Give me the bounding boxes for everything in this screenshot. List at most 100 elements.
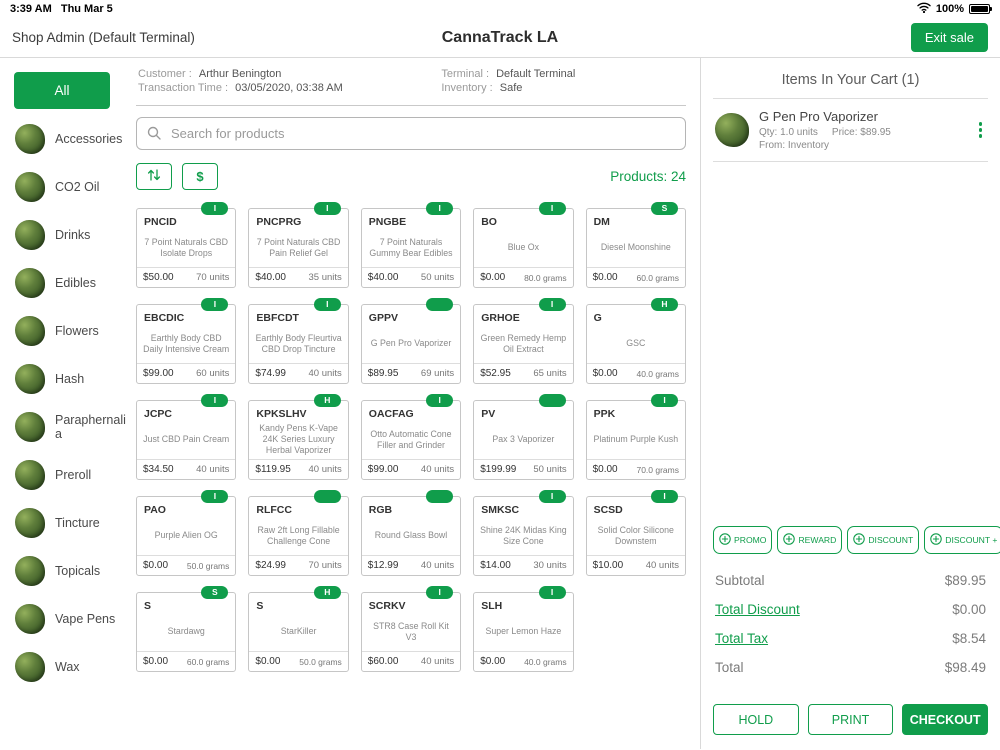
product-card-footer: $199.99 50 units [474,459,573,479]
product-card[interactable]: I EBCDIC Earthly Body CBD Daily Intensiv… [136,298,237,384]
sidebar-category-item[interactable]: Vape Pens [0,595,130,643]
product-card[interactable]: I JCPC Just CBD Pain Cream $34.50 40 uni… [136,394,237,480]
status-bar: 3:39 AM Thu Mar 5 100% [0,0,1000,18]
discount-plus-button[interactable]: DISCOUNT + [924,526,1000,554]
discount-button[interactable]: DISCOUNT [847,526,920,554]
cart-totals: Subtotal $89.95 Total Discount $0.00 Tot… [713,566,988,682]
hold-button[interactable]: HOLD [713,704,799,735]
category-label: Edibles [55,275,96,290]
product-card[interactable]: I OACFAG Otto Automatic Cone Filler and … [360,394,462,480]
product-price: $89.95 [367,368,399,379]
product-card[interactable]: H G GSC $0.00 40.0 grams [585,298,686,384]
product-card[interactable]: I SMKSC Shine 24K Midas King Size Cone $… [473,490,574,576]
product-name: Pax 3 Vaporizer [492,434,555,444]
product-code: GRHOE [481,312,520,324]
product-price: $199.99 [480,464,517,475]
total-discount-link[interactable]: Total Discount [715,602,800,617]
product-card[interactable]: RGB Round Glass Bowl $12.99 40 units [360,490,462,576]
product-name: Earthly Body CBD Daily Intensive Cream [143,332,230,354]
product-name: G Pen Pro Vaporizer [370,338,452,348]
exit-sale-button[interactable]: Exit sale [910,23,988,52]
product-code: BO [481,216,497,228]
cart-item-menu-icon[interactable] [975,118,987,142]
product-card[interactable]: I GRHOE Green Remedy Hemp Oil Extract $5… [473,298,574,384]
products-count: Products: 24 [610,169,686,184]
product-price: $0.00 [592,464,618,475]
cart-item-qty: Qty: 1.0 units [759,127,818,138]
product-card[interactable]: I EBFCDT Earthly Body Fleurtiva CBD Drop… [248,298,349,384]
product-price: $12.99 [367,560,399,571]
product-price: $0.00 [255,656,281,667]
product-card-footer: $40.00 50 units [361,267,461,287]
cannabis-bud-icon [15,220,45,250]
product-card[interactable]: I BO Blue Ox $0.00 80.0 grams [473,202,574,288]
sidebar-category-item[interactable]: Preroll [0,451,130,499]
product-card[interactable]: I SCRKV STR8 Case Roll Kit V3 $60.00 40 … [360,586,462,672]
inventory-badge: I [426,586,454,599]
cart-item[interactable]: G Pen Pro Vaporizer Qty: 1.0 units Price… [713,99,988,162]
cannabis-bud-icon [15,268,45,298]
product-card[interactable]: I PNGBE 7 Point Naturals Gummy Bear Edib… [360,202,462,288]
sidebar-category-item[interactable]: Edibles [0,259,130,307]
product-card[interactable]: I SLH Super Lemon Haze $0.00 40.0 grams [473,586,574,672]
product-card[interactable]: H KPKSLHV Kandy Pens K-Vape 24K Series L… [248,394,349,480]
product-card[interactable]: I SCSD Solid Color Silicone Downstem $10… [585,490,686,576]
checkout-button[interactable]: CHECKOUT [902,704,989,735]
sort-button[interactable] [136,163,172,190]
product-quantity: 40 units [420,464,455,475]
sidebar-category-item[interactable]: Drinks [0,211,130,259]
print-button[interactable]: PRINT [807,704,894,735]
product-card-footer: $119.95 40 units [249,459,348,479]
product-price: $74.99 [255,368,286,379]
total-tax-link[interactable]: Total Tax [715,631,769,646]
reward-button[interactable]: REWARD [777,526,843,554]
product-code: PV [481,408,496,420]
cart-item-name: G Pen Pro Vaporizer [759,109,878,124]
product-card[interactable]: I PNCID 7 Point Naturals CBD Isolate Dro… [136,202,237,288]
category-label: Paraphernalia [55,412,126,441]
product-card[interactable]: GPPV G Pen Pro Vaporizer $89.95 69 units [360,298,462,384]
up-down-arrows-icon [147,168,161,185]
status-right: 100% [917,2,992,16]
category-list: Accessories CO2 Oil Drinks Edibles Flowe… [0,115,130,691]
product-quantity: 65 units [533,368,567,379]
sidebar-category-item[interactable]: Flowers [0,307,130,355]
sidebar-category-item[interactable]: Accessories [0,115,130,163]
price-filter-button[interactable]: $ [182,163,218,190]
product-code: SLH [481,600,503,612]
sidebar-category-item[interactable]: CO2 Oil [0,163,130,211]
inventory-badge: I [538,202,566,215]
product-name: Super Lemon Haze [485,626,562,636]
product-card[interactable]: PV Pax 3 Vaporizer $199.99 50 units [473,394,574,480]
sidebar-category-item[interactable]: Paraphernalia [0,403,130,451]
inventory-badge: S [651,202,678,215]
product-price: $40.00 [255,272,286,283]
sidebar-category-item[interactable]: Hash [0,355,130,403]
product-card[interactable]: H S StarKiller $0.00 50.0 grams [248,586,349,672]
category-all-button[interactable]: All [14,72,110,109]
product-card[interactable]: I PAO Purple Alien OG $0.00 50.0 grams [136,490,237,576]
product-card[interactable]: RLFCC Raw 2ft Long Fillable Challenge Co… [248,490,349,576]
inventory-badge [426,298,454,311]
product-grid: I PNCID 7 Point Naturals CBD Isolate Dro… [136,202,686,672]
product-card[interactable]: S S Stardawg $0.00 60.0 grams [136,586,237,672]
product-card[interactable]: S DM Diesel Moonshine $0.00 60.0 grams [585,202,686,288]
app-header: Shop Admin (Default Terminal) CannaTrack… [0,18,1000,58]
sidebar-category-item[interactable]: Tincture [0,499,130,547]
product-code: G [593,312,602,324]
product-card-footer: $74.99 40 units [249,363,348,383]
search-input[interactable] [136,117,686,150]
cart-title: Items In Your Cart (1) [713,58,988,99]
product-name: GSC [626,338,646,348]
promo-button[interactable]: PROMO [713,526,773,554]
product-card[interactable]: I PNCPRG 7 Point Naturals CBD Pain Relie… [248,202,349,288]
product-card[interactable]: I PPK Platinum Purple Kush $0.00 70.0 gr… [585,394,686,480]
sidebar-category-item[interactable]: Wax [0,643,130,691]
product-quantity: 35 units [308,272,342,283]
cart-item-price: Price: $89.95 [831,127,891,138]
sidebar-category-item[interactable]: Topicals [0,547,130,595]
product-quantity: 40 units [196,464,230,475]
product-name: Otto Automatic Cone Filler and Grinder [370,428,452,450]
product-card-footer: $12.99 40 units [361,555,461,575]
product-name: STR8 Case Roll Kit V3 [373,620,449,642]
